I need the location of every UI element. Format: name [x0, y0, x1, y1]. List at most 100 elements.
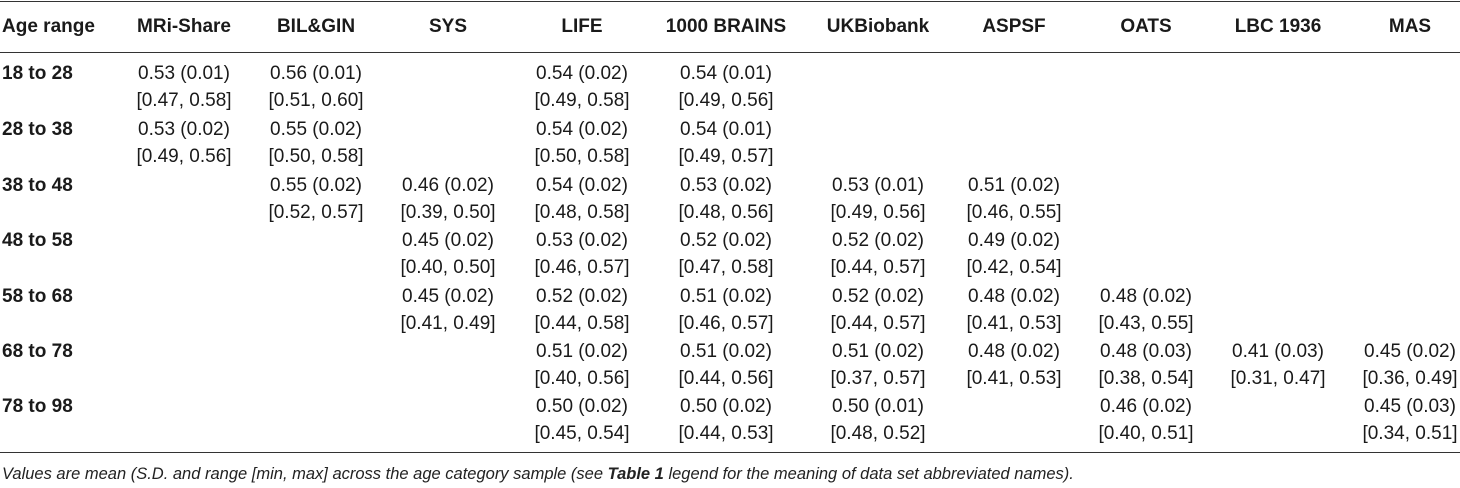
age-range-label: 78 to 98: [2, 396, 73, 417]
mean-sd-value: 0.51 (0.02): [680, 286, 772, 307]
mean-sd-value: 0.46 (0.02): [1100, 396, 1192, 417]
mean-sd-value: 0.41 (0.03): [1232, 341, 1324, 362]
table-top-rule: [0, 1, 1460, 2]
min-max-range: [0.40, 0.56]: [534, 368, 630, 389]
table-cell-mri-share: 0.53 (0.02) [0.49, 0.56]: [136, 116, 231, 170]
mean-sd-value: 0.54 (0.01): [680, 63, 772, 84]
table-cell-life: 0.52 (0.02) [0.44, 0.58]: [534, 283, 629, 337]
mean-sd-value: 0.53 (0.02): [536, 230, 628, 251]
column-header-aspsf: ASPSF: [982, 16, 1046, 37]
min-max-range: [0.40, 0.51]: [1098, 423, 1194, 444]
table-cell-aspsf: 0.51 (0.02) [0.46, 0.55]: [966, 172, 1061, 226]
mean-sd-value: 0.52 (0.02): [832, 230, 924, 251]
min-max-range: [0.51, 0.60]: [268, 90, 364, 111]
min-max-range: [0.46, 0.57]: [534, 257, 630, 278]
min-max-range: [0.48, 0.52]: [830, 423, 926, 444]
mean-sd-value: 0.56 (0.01): [270, 63, 362, 84]
table-cell-sys: 0.45 (0.02) [0.40, 0.50]: [400, 227, 495, 281]
mean-sd-value: 0.50 (0.01): [832, 396, 924, 417]
min-max-range: [0.49, 0.56]: [830, 202, 926, 223]
mean-sd-value: 0.48 (0.02): [968, 286, 1060, 307]
mean-sd-value: 0.48 (0.02): [1100, 286, 1192, 307]
min-max-range: [0.40, 0.50]: [400, 257, 496, 278]
min-max-range: [0.44, 0.58]: [534, 313, 630, 334]
min-max-range: [0.49, 0.56]: [136, 146, 232, 167]
min-max-range: [0.31, 0.47]: [1230, 368, 1326, 389]
age-range-label: 68 to 78: [2, 341, 73, 362]
table-cell-life: 0.54 (0.02) [0.49, 0.58]: [534, 60, 629, 114]
min-max-range: [0.44, 0.57]: [830, 257, 926, 278]
table-cell-oats: 0.46 (0.02) [0.40, 0.51]: [1098, 393, 1193, 447]
min-max-range: [0.38, 0.54]: [1098, 368, 1194, 389]
table-cell-ukbiobank: 0.53 (0.01) [0.49, 0.56]: [830, 172, 925, 226]
column-header-mri-share: MRi-Share: [137, 16, 231, 37]
mean-sd-value: 0.46 (0.02): [402, 175, 494, 196]
age-range-label: 18 to 28: [2, 63, 73, 84]
mean-sd-value: 0.54 (0.02): [536, 119, 628, 140]
mean-sd-value: 0.52 (0.02): [832, 286, 924, 307]
caption-text-after: legend for the meaning of data set abbre…: [663, 465, 1074, 483]
table-cell-lbc-1936: 0.41 (0.03) [0.31, 0.47]: [1230, 338, 1325, 392]
table-cell-mri-share: 0.53 (0.01) [0.47, 0.58]: [136, 60, 231, 114]
mean-sd-value: 0.50 (0.02): [680, 396, 772, 417]
mean-sd-value: 0.48 (0.03): [1100, 341, 1192, 362]
min-max-range: [0.45, 0.54]: [534, 423, 630, 444]
table-cell-1000-brains: 0.53 (0.02) [0.48, 0.56]: [678, 172, 773, 226]
caption-text-before: Values are mean (S.D. and range [min, ma…: [2, 465, 608, 483]
min-max-range: [0.47, 0.58]: [678, 257, 774, 278]
table-cell-mas: 0.45 (0.02) [0.36, 0.49]: [1362, 338, 1457, 392]
mean-sd-value: 0.54 (0.01): [680, 119, 772, 140]
mean-sd-value: 0.45 (0.02): [402, 286, 494, 307]
mean-sd-value: 0.53 (0.02): [680, 175, 772, 196]
min-max-range: [0.50, 0.58]: [268, 146, 364, 167]
min-max-range: [0.39, 0.50]: [400, 202, 496, 223]
table-cell-sys: 0.46 (0.02) [0.39, 0.50]: [400, 172, 495, 226]
min-max-range: [0.43, 0.55]: [1098, 313, 1194, 334]
min-max-range: [0.49, 0.58]: [534, 90, 630, 111]
table-cell-ukbiobank: 0.52 (0.02) [0.44, 0.57]: [830, 227, 925, 281]
min-max-range: [0.44, 0.56]: [678, 368, 774, 389]
min-max-range: [0.34, 0.51]: [1362, 423, 1458, 444]
mean-sd-value: 0.50 (0.02): [536, 396, 628, 417]
table-caption: Values are mean (S.D. and range [min, ma…: [2, 465, 1074, 484]
min-max-range: [0.44, 0.53]: [678, 423, 774, 444]
mean-sd-value: 0.52 (0.02): [680, 230, 772, 251]
table-cell-life: 0.54 (0.02) [0.50, 0.58]: [534, 116, 629, 170]
table-cell-ukbiobank: 0.52 (0.02) [0.44, 0.57]: [830, 283, 925, 337]
table-cell-1000-brains: 0.51 (0.02) [0.46, 0.57]: [678, 283, 773, 337]
table-cell-1000-brains: 0.51 (0.02) [0.44, 0.56]: [678, 338, 773, 392]
mean-sd-value: 0.53 (0.02): [138, 119, 230, 140]
mean-sd-value: 0.55 (0.02): [270, 119, 362, 140]
column-header-1000-brains: 1000 BRAINS: [665, 16, 787, 37]
age-range-label: 58 to 68: [2, 286, 73, 307]
table-cell-bil-gin: 0.55 (0.02) [0.52, 0.57]: [268, 172, 363, 226]
mean-sd-value: 0.51 (0.02): [680, 341, 772, 362]
table-cell-1000-brains: 0.50 (0.02) [0.44, 0.53]: [678, 393, 773, 447]
mean-sd-value: 0.48 (0.02): [968, 341, 1060, 362]
min-max-range: [0.46, 0.57]: [678, 313, 774, 334]
table-cell-life: 0.53 (0.02) [0.46, 0.57]: [534, 227, 629, 281]
column-header-ukbiobank: UKBiobank: [826, 16, 930, 37]
table-cell-life: 0.50 (0.02) [0.45, 0.54]: [534, 393, 629, 447]
min-max-range: [0.44, 0.57]: [830, 313, 926, 334]
age-range-label: 38 to 48: [2, 175, 73, 196]
column-header-life: LIFE: [561, 16, 603, 37]
min-max-range: [0.49, 0.56]: [678, 90, 774, 111]
mean-sd-value: 0.53 (0.01): [138, 63, 230, 84]
table-cell-life: 0.51 (0.02) [0.40, 0.56]: [534, 338, 629, 392]
mean-sd-value: 0.52 (0.02): [536, 286, 628, 307]
mean-sd-value: 0.45 (0.02): [1364, 341, 1456, 362]
mean-sd-value: 0.51 (0.02): [832, 341, 924, 362]
table-cell-1000-brains: 0.54 (0.01) [0.49, 0.56]: [678, 60, 773, 114]
table-cell-aspsf: 0.49 (0.02) [0.42, 0.54]: [966, 227, 1061, 281]
column-header-oats: OATS: [1120, 16, 1172, 37]
min-max-range: [0.48, 0.58]: [534, 202, 630, 223]
min-max-range: [0.50, 0.58]: [534, 146, 630, 167]
column-header-lbc-1936: LBC 1936: [1234, 16, 1322, 37]
column-header-mas: MAS: [1388, 16, 1432, 37]
mean-sd-value: 0.51 (0.02): [968, 175, 1060, 196]
table-cell-aspsf: 0.48 (0.02) [0.41, 0.53]: [966, 283, 1061, 337]
mean-sd-value: 0.54 (0.02): [536, 63, 628, 84]
min-max-range: [0.47, 0.58]: [136, 90, 232, 111]
